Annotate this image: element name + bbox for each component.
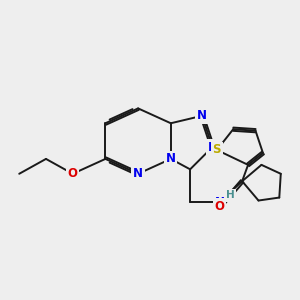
Text: O: O [68,167,78,180]
Text: S: S [213,143,221,157]
Text: N: N [207,140,218,154]
Text: N: N [197,109,207,122]
Text: N: N [215,196,225,208]
Text: H: H [226,190,235,200]
Text: N: N [133,167,143,180]
Text: O: O [215,200,225,213]
Text: N: N [166,152,176,165]
